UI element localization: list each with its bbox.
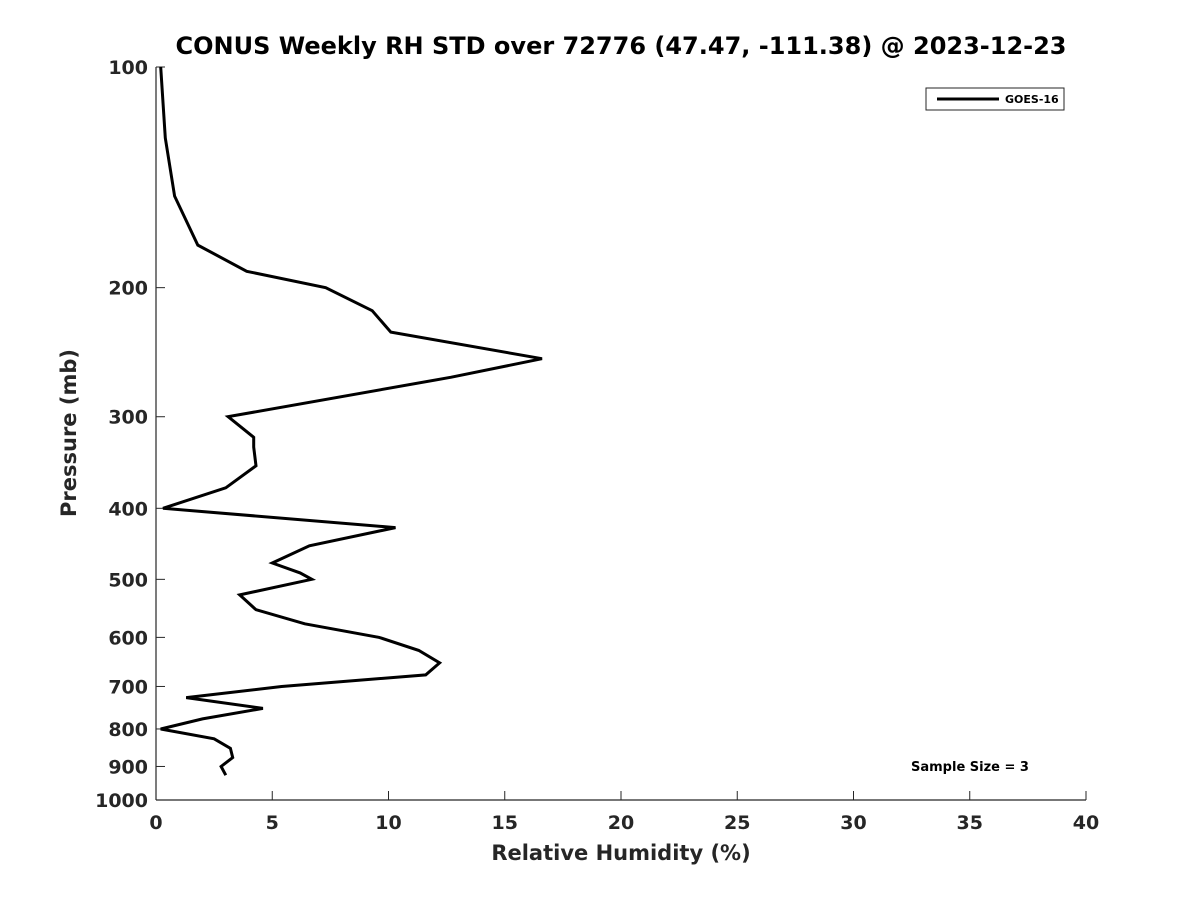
y-tick-label: 900 bbox=[108, 756, 148, 778]
x-tick-label: 0 bbox=[149, 812, 162, 834]
y-ticks: 100 200 300 400 500 600 700 800 900 1000 bbox=[95, 57, 165, 812]
y-tick-label: 100 bbox=[108, 57, 148, 79]
x-tick-label: 25 bbox=[724, 812, 750, 834]
x-tick-label: 20 bbox=[608, 812, 634, 834]
axes bbox=[155, 67, 1086, 801]
y-tick-label: 800 bbox=[108, 719, 148, 741]
y-tick-label: 300 bbox=[108, 407, 148, 429]
sample-size-annotation: Sample Size = 3 bbox=[911, 760, 1029, 775]
x-axis-label: Relative Humidity (%) bbox=[491, 841, 750, 865]
y-tick-label: 200 bbox=[108, 278, 148, 300]
x-tick-label: 30 bbox=[840, 812, 866, 834]
chart-title: CONUS Weekly RH STD over 72776 (47.47, -… bbox=[175, 32, 1066, 60]
series-line-goes-16 bbox=[159, 66, 543, 776]
x-tick-label: 10 bbox=[375, 812, 401, 834]
x-tick-label: 40 bbox=[1073, 812, 1099, 834]
y-tick-label: 400 bbox=[108, 498, 148, 520]
y-tick-label: 600 bbox=[108, 627, 148, 649]
x-tick-label: 5 bbox=[266, 812, 279, 834]
legend: GOES-16 bbox=[925, 87, 1065, 111]
series-group bbox=[159, 66, 543, 776]
y-tick-label: 500 bbox=[108, 569, 148, 591]
y-tick-label: 1000 bbox=[95, 790, 148, 812]
x-tick-label: 15 bbox=[492, 812, 518, 834]
legend-label-goes-16: GOES-16 bbox=[1005, 93, 1059, 106]
y-tick-label: 700 bbox=[108, 676, 148, 698]
x-ticks: 0 5 10 15 20 25 30 35 40 bbox=[149, 791, 1099, 834]
y-axis-label: Pressure (mb) bbox=[57, 349, 81, 517]
x-tick-label: 35 bbox=[957, 812, 983, 834]
